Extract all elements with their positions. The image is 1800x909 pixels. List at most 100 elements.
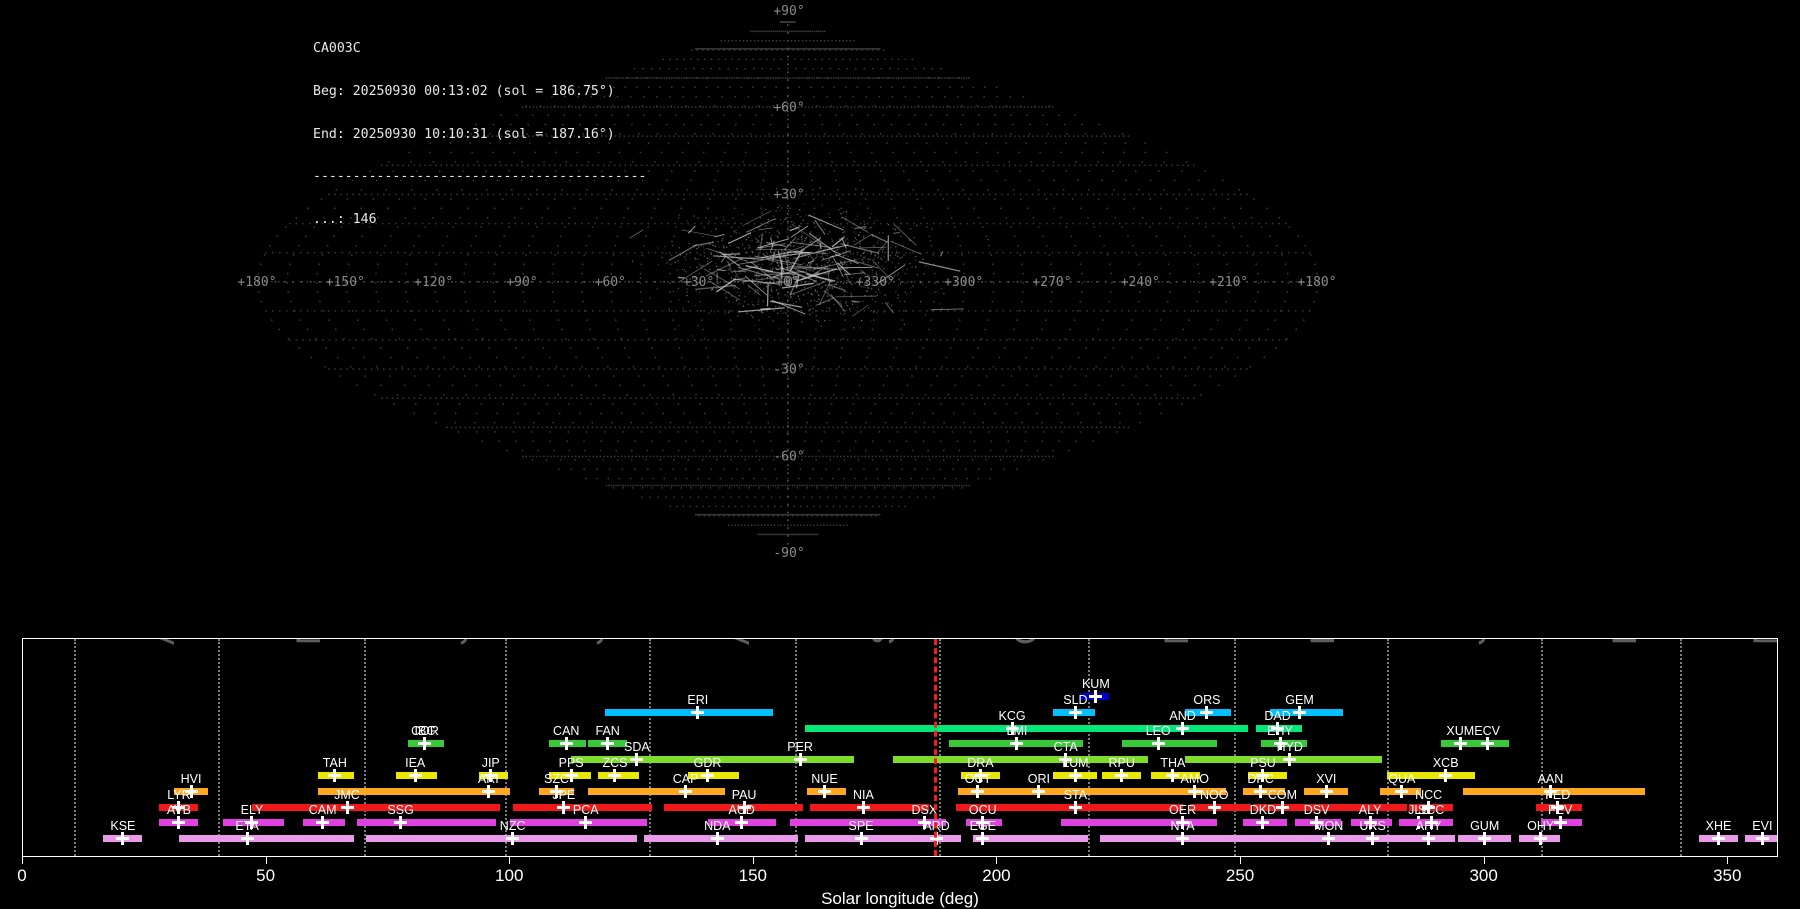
shower-bar-per[interactable] xyxy=(715,756,854,763)
shower-bar-cam[interactable] xyxy=(303,819,344,826)
shower-label-tha[interactable]: THA xyxy=(1160,756,1185,770)
shower-label-lmi[interactable]: LMI xyxy=(1007,724,1028,738)
shower-label-gem[interactable]: GEM xyxy=(1285,693,1313,707)
shower-bar-nta[interactable] xyxy=(1100,835,1253,842)
shower-label-com[interactable]: COM xyxy=(1268,788,1297,802)
shower-label-ari[interactable]: ARI xyxy=(478,772,499,786)
shower-label-kse[interactable]: KSE xyxy=(110,819,135,833)
shower-label-kcg[interactable]: KCG xyxy=(999,709,1026,723)
shower-label-tah[interactable]: TAH xyxy=(323,756,347,770)
shower-label-nda[interactable]: NDA xyxy=(704,819,730,833)
shower-label-pau[interactable]: PAU xyxy=(732,788,757,802)
shower-bar-rpu[interactable] xyxy=(1102,772,1141,779)
shower-bar-eta[interactable] xyxy=(179,835,354,842)
shower-label-dsv[interactable]: DSV xyxy=(1304,803,1330,817)
shower-label-fev[interactable]: FEV xyxy=(1548,803,1572,817)
shower-label-psu[interactable]: PSU xyxy=(1250,756,1276,770)
shower-label-avb[interactable]: AVB xyxy=(167,803,191,817)
shower-bar-xvi[interactable] xyxy=(1304,788,1348,795)
shower-label-ibc[interactable]: IBC xyxy=(415,724,436,738)
timeline-plot-area[interactable]: APRMAYJUNJULAUGSEPOCTNOVDECJANFEBMAR KUM… xyxy=(22,638,1778,857)
shower-label-dra[interactable]: DRA xyxy=(967,756,993,770)
shower-label-xum[interactable]: XUM xyxy=(1446,724,1474,738)
shower-label-nia[interactable]: NIA xyxy=(853,788,874,802)
shower-label-ely[interactable]: ELY xyxy=(241,803,264,817)
shower-label-ocu[interactable]: OCU xyxy=(969,803,997,817)
shower-label-eta[interactable]: ETA xyxy=(235,819,258,833)
shower-label-aly[interactable]: ALY xyxy=(1359,803,1382,817)
shower-label-cta[interactable]: CTA xyxy=(1054,740,1078,754)
shower-bar-oct[interactable] xyxy=(958,788,997,795)
shower-bar-leo[interactable] xyxy=(1122,740,1217,747)
shower-label-nta[interactable]: NTA xyxy=(1171,819,1195,833)
shower-label-ori[interactable]: ORI xyxy=(1028,772,1050,786)
shower-bar-ahy[interactable] xyxy=(1399,835,1455,842)
shower-label-kum[interactable]: KUM xyxy=(1082,677,1110,691)
shower-label-xhe[interactable]: XHE xyxy=(1706,819,1732,833)
shower-label-jpe[interactable]: JPE xyxy=(552,788,575,802)
shower-label-fan[interactable]: FAN xyxy=(596,724,620,738)
shower-label-and[interactable]: AND xyxy=(1169,709,1195,723)
shower-label-lum[interactable]: LUM xyxy=(1062,756,1088,770)
shower-label-xcb[interactable]: XCB xyxy=(1433,756,1459,770)
shower-bar-cap[interactable] xyxy=(588,788,724,795)
shower-bar-iea[interactable] xyxy=(396,772,437,779)
shower-label-oer[interactable]: OER xyxy=(1169,803,1196,817)
shower-label-fed[interactable]: FED xyxy=(1545,788,1570,802)
shower-bar-nzc[interactable] xyxy=(366,835,636,842)
sky-map-panel[interactable]: +180°+150°+120°+90°+60°+30°+0°+330°+300°… xyxy=(0,0,1800,628)
shower-label-gum[interactable]: GUM xyxy=(1470,819,1499,833)
shower-label-xvi[interactable]: XVI xyxy=(1316,772,1336,786)
shower-label-urs[interactable]: URS xyxy=(1359,819,1385,833)
shower-bar-com[interactable] xyxy=(1253,804,1406,811)
shower-label-ahy[interactable]: AHY xyxy=(1416,819,1442,833)
shower-bar-noo[interactable] xyxy=(1190,804,1251,811)
shower-bar-kse[interactable] xyxy=(103,835,142,842)
shower-label-ssg[interactable]: SSG xyxy=(387,803,413,817)
shower-label-qua[interactable]: QUA xyxy=(1388,772,1415,786)
shower-label-per[interactable]: PER xyxy=(787,740,813,754)
shower-label-jip[interactable]: JIP xyxy=(482,756,500,770)
shower-bar-jmc[interactable] xyxy=(252,804,500,811)
shower-label-gdr[interactable]: GDR xyxy=(694,756,722,770)
shower-label-rpu[interactable]: RPU xyxy=(1108,756,1134,770)
shower-label-pca[interactable]: PCA xyxy=(573,803,599,817)
shower-bar-xhe[interactable] xyxy=(1699,835,1738,842)
shower-label-can[interactable]: CAN xyxy=(553,724,579,738)
shower-label-sld[interactable]: SLD xyxy=(1063,693,1087,707)
shower-label-nue[interactable]: NUE xyxy=(811,772,837,786)
shower-label-mon[interactable]: MON xyxy=(1314,819,1343,833)
shower-bar-avb[interactable] xyxy=(159,819,198,826)
shower-bar-zcs[interactable] xyxy=(598,772,639,779)
shower-bar-ege[interactable] xyxy=(973,835,1087,842)
shower-label-oct[interactable]: OCT xyxy=(965,772,991,786)
shower-label-cap[interactable]: CAP xyxy=(673,772,699,786)
shower-label-spe[interactable]: SPE xyxy=(849,819,874,833)
shower-label-ege[interactable]: EGE xyxy=(970,819,996,833)
shower-bar-sld[interactable] xyxy=(1053,709,1094,716)
shower-label-evi[interactable]: EVI xyxy=(1752,819,1772,833)
shower-label-iea[interactable]: IEA xyxy=(405,756,425,770)
shower-label-noo[interactable]: NOO xyxy=(1200,788,1228,802)
shower-bar-lum[interactable] xyxy=(1053,772,1097,779)
shower-bar-ssg[interactable] xyxy=(357,819,496,826)
shower-label-scc[interactable]: SCC xyxy=(1418,803,1444,817)
shower-bar-nda[interactable] xyxy=(644,835,797,842)
shower-bar-pca[interactable] xyxy=(510,819,646,826)
shower-label-aan[interactable]: AAN xyxy=(1538,772,1564,786)
shower-label-leo[interactable]: LEO xyxy=(1146,724,1171,738)
shower-label-cam[interactable]: CAM xyxy=(309,803,337,817)
shower-label-ehy[interactable]: EHY xyxy=(1267,724,1293,738)
shower-label-dpc[interactable]: DPC xyxy=(1247,772,1273,786)
shower-bar-can[interactable] xyxy=(549,740,586,747)
shower-label-ecv[interactable]: ECV xyxy=(1474,724,1500,738)
shower-bar-nue[interactable] xyxy=(807,788,846,795)
shower-label-sda[interactable]: SDA xyxy=(624,740,650,754)
shower-bar-gum[interactable] xyxy=(1458,835,1512,842)
shower-label-sta[interactable]: STA xyxy=(1064,788,1087,802)
shower-label-hyd[interactable]: HYD xyxy=(1277,740,1303,754)
shower-bar-ibc[interactable] xyxy=(410,740,439,747)
shower-label-nzc[interactable]: NZC xyxy=(500,819,526,833)
shower-label-amo[interactable]: AMO xyxy=(1181,772,1209,786)
shower-bar-ard[interactable] xyxy=(902,835,960,842)
